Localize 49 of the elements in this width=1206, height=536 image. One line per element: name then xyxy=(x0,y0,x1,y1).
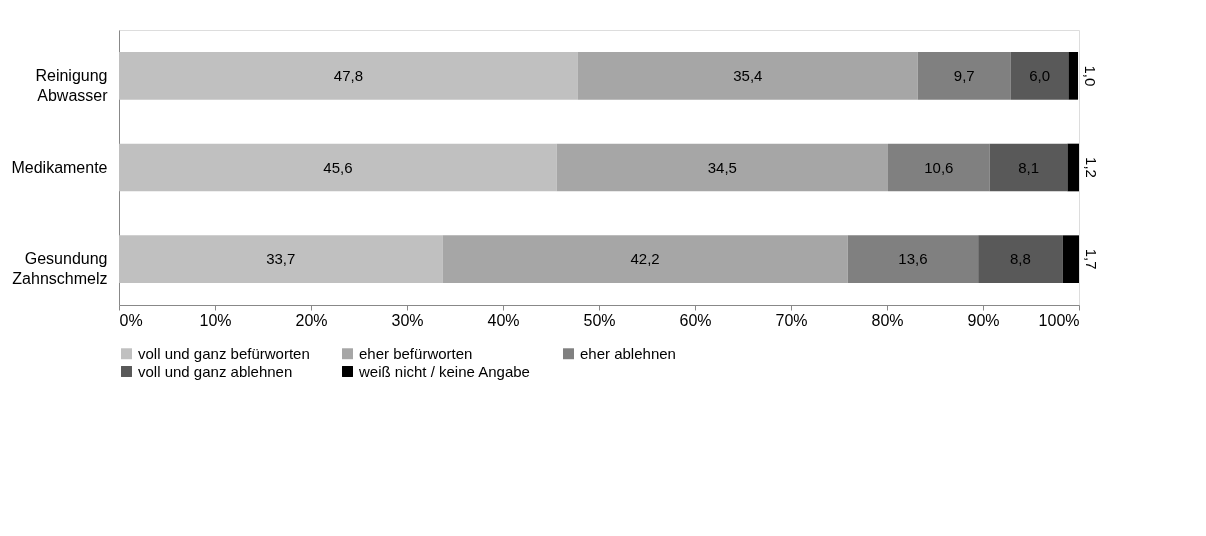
x-tick-label: 80% xyxy=(871,311,904,329)
x-tick-label: 50% xyxy=(583,311,616,329)
x-tick-label: 0% xyxy=(119,311,143,329)
data-label: 8,8 xyxy=(1010,250,1031,268)
bar xyxy=(989,143,1068,192)
data-label: 33,7 xyxy=(266,250,296,268)
bar xyxy=(887,143,990,192)
bar xyxy=(442,235,848,283)
data-label: 35,4 xyxy=(733,66,763,84)
data-label: 34,5 xyxy=(707,158,737,176)
x-tick-label: 90% xyxy=(967,311,1000,329)
legend-label: voll und ganz ablehnen xyxy=(138,362,293,380)
bar xyxy=(1010,52,1069,100)
data-label: 1,7 xyxy=(1083,248,1100,270)
bar xyxy=(119,52,578,100)
bar xyxy=(119,143,557,192)
bar xyxy=(1067,143,1079,192)
y-tick-label: Reinigung Abwasser xyxy=(35,66,109,104)
data-label: 10,6 xyxy=(924,158,954,176)
data-label: 8,1 xyxy=(1018,158,1040,176)
bar xyxy=(978,235,1063,283)
data-label: 13,6 xyxy=(898,250,928,268)
bar xyxy=(917,52,1011,100)
legend-label: eher ablehnen xyxy=(580,344,676,362)
bar xyxy=(119,235,443,283)
x-tick-label: 20% xyxy=(295,311,328,329)
x-tick-label: 40% xyxy=(487,311,520,329)
data-label: 1,2 xyxy=(1083,157,1100,178)
bar xyxy=(577,52,918,100)
x-tick-label: 60% xyxy=(679,311,712,329)
bar xyxy=(556,143,888,192)
data-label: 42,2 xyxy=(630,250,660,268)
data-label: 47,8 xyxy=(333,66,364,84)
data-label: 9,7 xyxy=(953,66,975,84)
x-tick-label: 30% xyxy=(391,311,424,329)
bar xyxy=(1062,235,1079,283)
data-label: 45,6 xyxy=(323,158,353,176)
y-tick-label: Medikamente xyxy=(11,158,108,176)
y-tick-label: Gesundung Zahnschmelz xyxy=(12,250,108,288)
x-tick-label: 10% xyxy=(199,311,232,329)
legend-label: voll und ganz befürworten xyxy=(138,344,310,362)
legend-label: weiß nicht / keine Angabe xyxy=(358,362,530,380)
x-tick-label: 100% xyxy=(1038,311,1080,329)
bar xyxy=(1068,52,1079,100)
x-tick-label: 70% xyxy=(775,311,808,329)
data-label: 1,0 xyxy=(1082,65,1100,87)
bar xyxy=(847,235,979,283)
legend-label: eher befürworten xyxy=(359,344,473,362)
data-label: 6,0 xyxy=(1029,66,1051,84)
